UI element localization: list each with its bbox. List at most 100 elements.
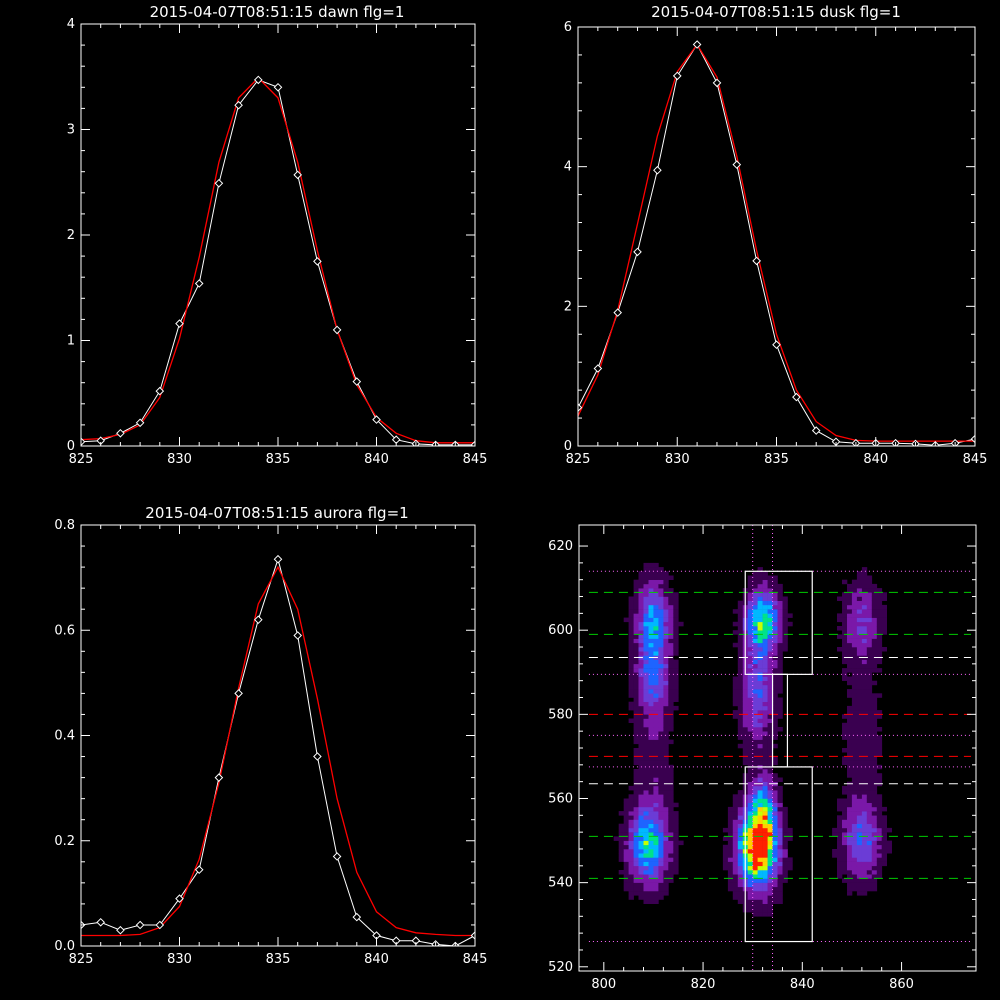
heatmap-cell (876, 600, 883, 606)
heatmap-cell (767, 596, 773, 601)
heatmap-cell (856, 592, 863, 597)
heatmap-cell (722, 853, 729, 858)
heatmap-cell (658, 794, 664, 799)
heatmap-cell (842, 878, 848, 883)
heatmap-cell (767, 705, 773, 711)
heatmap-cell (668, 663, 674, 669)
heatmap-cell (772, 756, 778, 761)
dawn-observed-point (273, 82, 283, 92)
heatmap-cell (623, 844, 629, 850)
heatmap-cell (876, 748, 883, 753)
heatmap-cell (643, 760, 649, 766)
heatmap-cell (876, 752, 883, 757)
heatmap-cell (668, 819, 674, 824)
heatmap-cell (737, 647, 744, 652)
heatmap-cell (842, 865, 848, 871)
heatmap-cell (777, 815, 783, 820)
heatmap-cell (767, 874, 773, 879)
heatmap-cell (856, 604, 863, 610)
heatmap-cell (648, 689, 654, 694)
heatmap-cell (668, 794, 674, 799)
heatmap-cell (842, 827, 848, 833)
heatmap-cell (633, 651, 639, 656)
heatmap-cell (777, 899, 783, 904)
heatmap-cell (638, 849, 644, 854)
heatmap-cell (866, 882, 873, 888)
heatmap-cell (851, 840, 858, 846)
heatmap-cell (777, 676, 783, 681)
heatmap-cell (752, 743, 758, 749)
heatmap-cell (762, 886, 768, 892)
heatmap-cell (663, 588, 669, 593)
heatmap-cell (623, 819, 629, 824)
heatmap-cell (881, 815, 887, 820)
heatmap-cell (851, 588, 858, 593)
heatmap-cell (856, 630, 863, 635)
heatmap-cell (866, 857, 873, 862)
heatmap-cell (653, 676, 659, 681)
heatmap-cell (732, 853, 739, 858)
heatmap-cell (613, 836, 619, 841)
heatmap-cell (866, 819, 873, 824)
heatmap-cell (643, 806, 649, 812)
heatmap-cell (837, 647, 843, 652)
heatmap-cell (643, 613, 649, 618)
heatmap-cell (737, 651, 744, 656)
dawn-ytick-label: 3 (67, 123, 75, 138)
heatmap-cell (757, 886, 763, 892)
heatmap-cell (866, 722, 873, 728)
heatmap-cell (633, 697, 639, 702)
heatmap-cell (658, 697, 664, 702)
heatmap-cell (767, 634, 773, 639)
heatmap-cell (866, 756, 873, 761)
heatmap-cell (757, 874, 763, 879)
heatmap-cell (747, 882, 753, 888)
heatmap-cell (658, 567, 664, 572)
dusk-ytick-label: 0 (564, 439, 572, 454)
heatmap-cell (752, 697, 758, 702)
heatmap-cell (653, 743, 659, 749)
heatmap-cell (866, 806, 873, 812)
heatmap-cell (633, 882, 639, 888)
heatmap-cell (668, 609, 674, 614)
heatmap-cell (762, 592, 768, 597)
heatmap-cell (663, 630, 669, 635)
heatmap-cell (876, 743, 883, 749)
heatmap-cell (772, 676, 778, 681)
heatmap-cell (866, 600, 873, 606)
heatmap-cell (737, 676, 744, 681)
heatmap-cell (722, 865, 729, 871)
heatmap-cell (668, 575, 674, 580)
heatmap-cell (653, 773, 659, 778)
heatmap-cell (633, 760, 639, 766)
heatmap-cell (856, 798, 863, 803)
heatmap-cell (861, 739, 868, 745)
heatmap-cell (866, 689, 873, 694)
heatmap-cell (638, 630, 644, 635)
heatmap-cell (871, 836, 878, 841)
heatmap-cell (747, 752, 753, 757)
heatmap-cell (762, 613, 768, 618)
heatmap-cell (633, 748, 639, 753)
heatmap-cell (668, 832, 674, 837)
heatmap-cell (762, 891, 768, 896)
heatmap-cell (663, 571, 669, 576)
heatmap-cell (782, 596, 788, 601)
heatmap-cell (752, 874, 758, 879)
heatmap-cell (881, 844, 887, 850)
heatmap-cell (648, 630, 654, 635)
heatmap-cell (668, 840, 674, 846)
heatmap-cell (747, 802, 753, 808)
heatmap-cell (762, 722, 768, 728)
heatmap-cell (633, 857, 639, 862)
dawn-ytick-label: 1 (67, 334, 75, 349)
heatmap-cell (772, 886, 778, 892)
dawn-xtick-label: 835 (266, 452, 291, 467)
heatmap-cell (658, 760, 664, 766)
heatmap-cell (767, 907, 773, 913)
heatmap-cell (837, 819, 843, 824)
heatmap-cell (628, 836, 634, 841)
heatmap-cell (658, 659, 664, 665)
heatmap-cell (847, 727, 853, 732)
heatmap-cell (752, 836, 758, 841)
